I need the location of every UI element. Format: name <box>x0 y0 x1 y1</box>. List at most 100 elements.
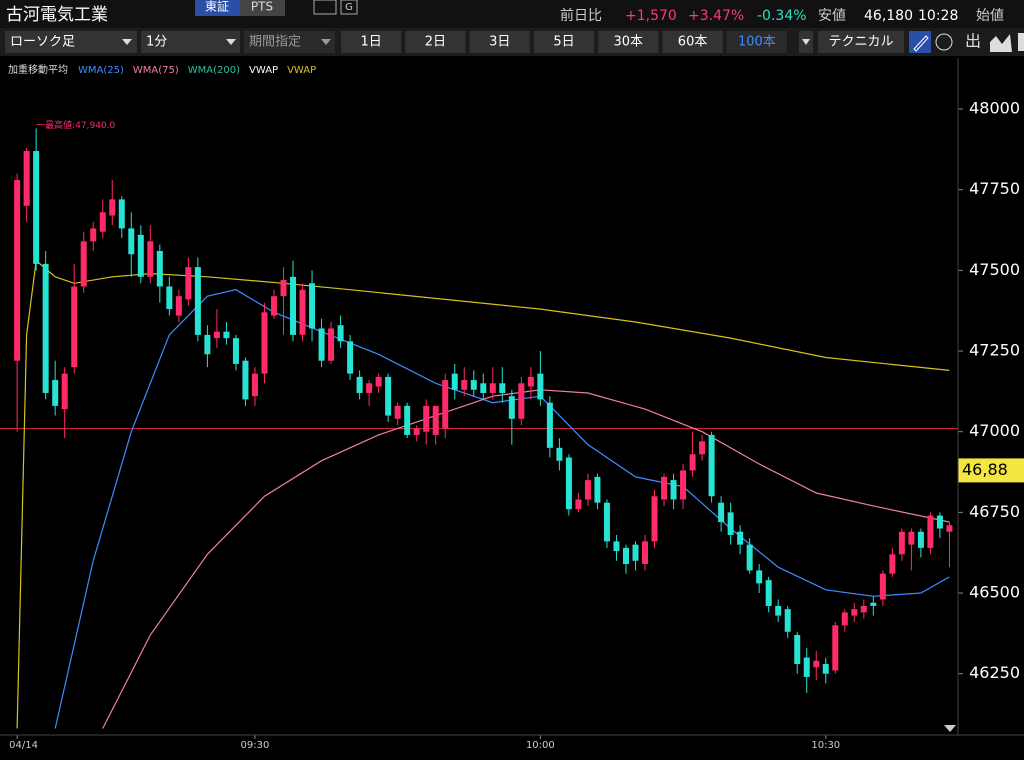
x-tick-label: 10:00 <box>526 740 555 751</box>
style-select[interactable] <box>5 31 137 53</box>
candle-body <box>898 531 905 555</box>
interval-select[interactable] <box>141 31 240 53</box>
candle-body <box>23 150 30 206</box>
candle-body <box>489 383 496 393</box>
plot: 46250 46500 46750 47000 47250 47500 47750 48000… <box>0 99 1024 751</box>
indicator-line <box>102 389 950 729</box>
candle-body <box>499 383 506 393</box>
range-button[interactable] <box>341 31 402 53</box>
candle-body <box>565 457 572 510</box>
candle-body <box>737 531 744 545</box>
range-buttons: 1日 2日 3日 5日 30本 60本 100本 <box>341 31 787 53</box>
technical-button[interactable] <box>818 31 904 53</box>
range-button[interactable] <box>598 31 659 53</box>
y-tick-label: 46750 <box>969 502 1020 521</box>
style-label: ローソク足 <box>10 35 75 50</box>
candle-body <box>556 447 563 461</box>
candle-body <box>90 228 97 242</box>
candle-body <box>851 609 858 616</box>
candle-body <box>33 150 40 264</box>
period-select[interactable] <box>244 31 335 53</box>
time: 10:28 <box>918 8 958 24</box>
candle-body <box>432 405 439 435</box>
chart-icon[interactable] <box>990 34 1012 52</box>
legend-entry: VWAP <box>287 65 316 76</box>
candle-body <box>832 625 839 671</box>
candle-body <box>42 263 49 393</box>
candle-body <box>337 325 344 342</box>
range-label: 1日 <box>361 35 382 50</box>
candle-body <box>518 383 525 419</box>
candle-body <box>917 531 924 548</box>
x-tick-label: 10:30 <box>811 740 840 751</box>
candle-body <box>689 454 696 471</box>
export-icon[interactable]: 出 <box>965 32 981 51</box>
candle-body <box>936 515 943 529</box>
crosshair-icon[interactable] <box>935 33 953 51</box>
dropdown-arrow <box>226 39 236 45</box>
candle-body <box>309 283 316 329</box>
candle-body <box>622 547 629 564</box>
candle-body <box>156 251 163 287</box>
legend: 加重移動平均 WMA(25) WMA(75) WMA(200) VWAP VWAP <box>8 63 316 76</box>
low-value: 46,180 <box>864 8 913 24</box>
pencil-icon <box>913 35 929 52</box>
change-pct: +3.47% <box>688 8 744 24</box>
y-tick-label: 46500 <box>969 583 1020 602</box>
interval-label: 1分 <box>146 35 167 50</box>
range-button[interactable] <box>662 31 723 53</box>
candle-body <box>527 376 534 387</box>
badge-box[interactable] <box>340 0 358 15</box>
candle-body <box>546 402 553 448</box>
scroll-arrow[interactable] <box>944 725 956 732</box>
pts-label: PTS <box>251 0 273 14</box>
candle-body <box>109 199 116 216</box>
candle-body <box>185 267 192 300</box>
alert-icon[interactable] <box>313 0 337 15</box>
legend-entry: VWAP <box>249 65 278 76</box>
candle-body <box>575 499 582 510</box>
other-pct: -0.34% <box>757 8 807 24</box>
change: +1,570 <box>625 8 677 24</box>
candle-body <box>347 341 354 374</box>
stock-name: 古河電気工業 <box>6 5 108 25</box>
range-button[interactable] <box>405 31 466 53</box>
header-bar <box>0 0 1024 28</box>
candle-body <box>661 476 668 500</box>
candle-body <box>879 573 886 600</box>
candle-body <box>175 296 182 316</box>
candle-body <box>603 502 610 542</box>
candle-body <box>232 338 239 364</box>
candle-body <box>80 241 87 287</box>
candle-body <box>699 441 706 455</box>
range-button[interactable] <box>533 31 595 53</box>
open-label: 始値 <box>976 8 1004 24</box>
candle-body <box>14 180 21 361</box>
pts-button[interactable] <box>240 0 285 16</box>
candle-body <box>841 612 848 626</box>
more-icon[interactable] <box>1018 33 1024 51</box>
candle-body <box>537 373 544 400</box>
candle-body <box>946 525 953 532</box>
candle-body <box>328 328 335 361</box>
legend-entry: WMA(75) <box>133 65 179 76</box>
y-tick-label: 46250 <box>969 663 1020 682</box>
low-label: 安値 <box>818 8 846 24</box>
candle-body <box>61 373 68 410</box>
range-label: 3日 <box>489 35 510 50</box>
change-label: 前日比 <box>560 7 602 24</box>
candle-body <box>908 531 915 545</box>
candle-body <box>99 212 106 232</box>
candle-body <box>71 286 78 368</box>
market-button[interactable] <box>195 0 240 16</box>
candle-body <box>442 380 449 429</box>
candle-body <box>128 228 135 255</box>
candle-body <box>137 234 144 277</box>
range-button[interactable] <box>726 31 787 53</box>
candle-body <box>118 199 125 229</box>
range-button[interactable] <box>469 31 530 53</box>
candle-body <box>508 396 515 419</box>
range-label: 5日 <box>553 35 574 50</box>
